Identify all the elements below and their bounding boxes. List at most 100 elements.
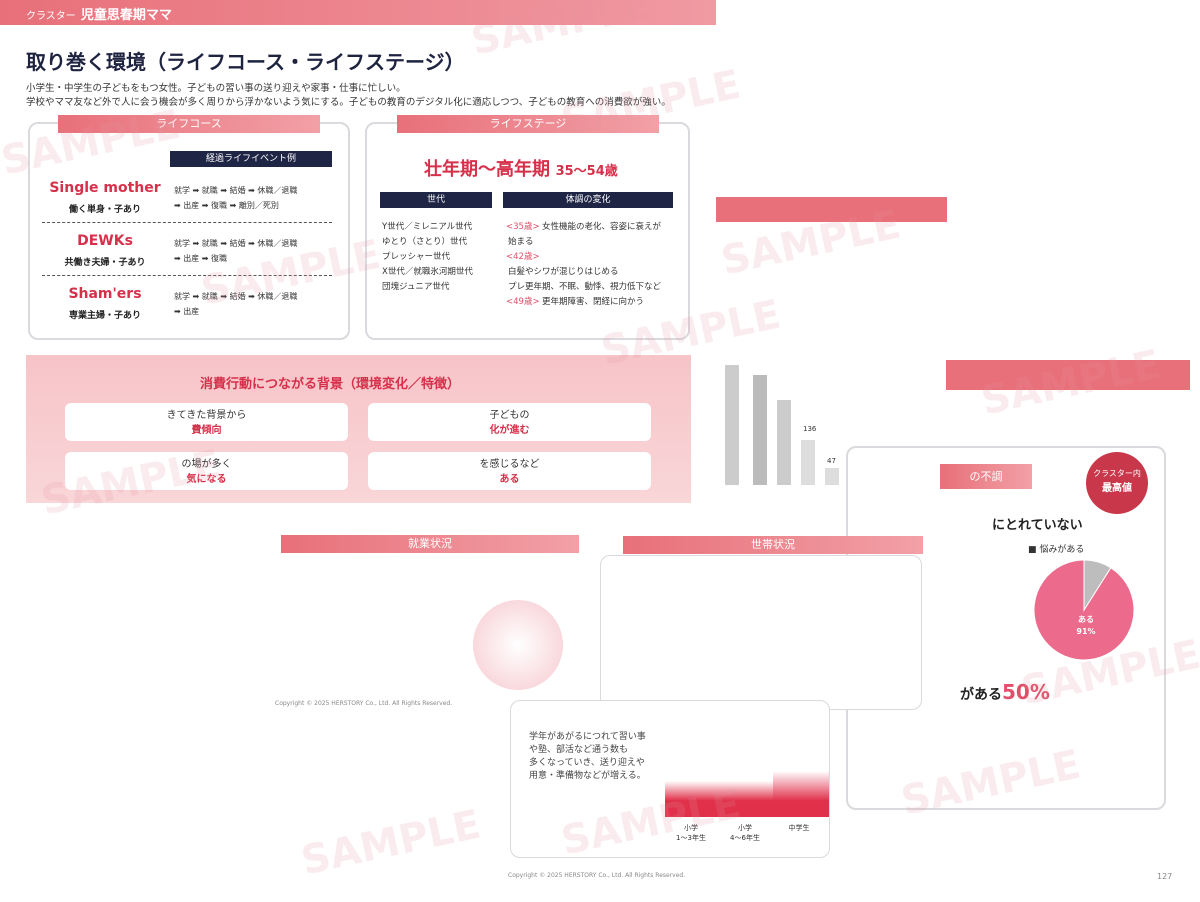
row-sub: 専業主婦・子あり xyxy=(68,311,141,321)
description: 小学生・中学生の子どもをもつ女性。子どもの習い事の送り迎えや家事・仕事に忙しい。 xyxy=(26,83,406,94)
grade-text: 学年があがるにつれて習い事 や塾、部活など通う数も多くなっていき、送り迎えや 用意・… xyxy=(529,731,646,783)
grade-line: 多くなっていき、送り迎えや xyxy=(529,758,645,768)
box-line: 子どもの xyxy=(489,410,530,421)
pie-slice xyxy=(1083,559,1112,612)
row-event: ➡ 出産 xyxy=(174,307,200,316)
box-line: 費傾向 xyxy=(191,425,222,436)
box-line: 化が進む xyxy=(489,425,530,436)
pie-label: 91% xyxy=(1076,627,1095,636)
generation-header: 世代 xyxy=(380,192,492,208)
change-text: 更年期障害、閉経に向かう xyxy=(542,297,645,307)
bar-label: 47 xyxy=(827,457,836,465)
change-age: <49歳> xyxy=(506,297,540,307)
row-name: DEWKs xyxy=(77,233,133,249)
stage: 壮年期～高年期 35～54歳 xyxy=(424,155,618,181)
slide-back-1: 136 47 7 xyxy=(715,195,947,495)
grade-label: 中学生 xyxy=(788,824,810,832)
grade-label: 小学 4～6年生 xyxy=(730,824,760,842)
background-box: の場が多く 気になる xyxy=(65,452,348,490)
header-bar: クラスター 児童思春期ママ xyxy=(0,0,716,25)
change-text: 女性機能の老化、容姿に衰えが xyxy=(542,222,662,232)
bar xyxy=(777,400,791,485)
row-event: 就学 ➡ 就職 ➡ 結婚 ➡ 休職／退職 xyxy=(174,186,298,195)
boxes: きてきた背景から 費傾向 子どもの 化が進む の場が多く 気になる を感じるなど ある xyxy=(0,0,700,500)
grade-line: 用意・準備物などが増える。 xyxy=(529,771,646,781)
generation: プレッシャー世代 xyxy=(382,252,451,262)
tag: 世帯状況 xyxy=(623,536,923,554)
pie-label: ある xyxy=(1078,615,1094,624)
change-header: 体調の変化 xyxy=(503,192,673,208)
generation: X世代／就職氷河期世代 xyxy=(382,267,473,277)
change-text: 白髪やシワが混じりはじめる xyxy=(508,267,619,277)
change-text: 始まる xyxy=(508,237,534,247)
title: 取り巻く環境（ライフコース・ライフステージ） xyxy=(26,50,465,74)
background-box: きてきた背景から 費傾向 xyxy=(65,403,348,441)
heading: にとれていない xyxy=(992,518,1083,533)
row-event: 就学 ➡ 就職 ➡ 結婚 ➡ 休職／退職 xyxy=(174,292,298,301)
circle xyxy=(473,600,563,690)
box-line: きてきた背景から xyxy=(166,410,247,421)
separator xyxy=(42,222,332,223)
badge-line: クラスター内 xyxy=(1093,469,1141,478)
header-title: 児童思春期ママ xyxy=(80,8,172,23)
stage-name: 壮年期～高年期 xyxy=(424,159,550,180)
box-line: 気になる xyxy=(186,474,227,485)
box-line: ある xyxy=(499,474,520,485)
tag: 就業状況 xyxy=(281,535,579,553)
row-event: ➡ 出産 ➡ 復職 xyxy=(174,254,228,263)
box-line: の場が多く xyxy=(181,459,232,470)
watermark: SAMPLE xyxy=(297,801,485,885)
row-event: ➡ 出産 ➡ 復職 ➡ 離別／死別 xyxy=(174,201,279,210)
main-slide: クラスター 児童思春期ママ 取り巻く環境（ライフコース・ライフステージ） 小学生… xyxy=(0,0,716,505)
box-line: を感じるなど xyxy=(479,459,540,470)
legend: ■ 悩みがある xyxy=(1028,545,1085,555)
row-sub: 働く単身・子あり xyxy=(68,205,141,215)
header-label: クラスター xyxy=(26,11,76,22)
stat: がある50% xyxy=(960,680,1050,704)
background-box: を感じるなど ある xyxy=(368,452,651,490)
bar xyxy=(725,365,739,485)
life-stage-card xyxy=(365,122,690,340)
background-box: 子どもの 化が進む xyxy=(368,403,651,441)
bar-label: 136 xyxy=(803,425,817,433)
bar xyxy=(665,781,721,817)
description: 学校やママ友など外で人に会う機会が多く周りから浮かないよう気にする。子どもの教育… xyxy=(26,97,671,108)
header-bar xyxy=(715,197,947,222)
row-event: 就学 ➡ 就職 ➡ 結婚 ➡ 休職／退職 xyxy=(174,239,298,248)
bar xyxy=(773,771,829,817)
stage-age: 35～54歳 xyxy=(555,164,618,179)
change-age: <35歳> xyxy=(506,222,540,232)
change-text: プレ更年期、不眠、動悸、視力低下など xyxy=(508,282,662,292)
row-name: Sham'ers xyxy=(68,286,142,302)
household-card: 世帯状況 xyxy=(600,536,923,710)
tag: の不調 xyxy=(940,464,1032,489)
stat-text: がある xyxy=(960,687,1002,703)
copyright: Copyright © 2025 HERSTORY Co., Ltd. All … xyxy=(508,872,686,879)
grade-line: 学年があがるにつれて習い事 xyxy=(529,732,646,742)
bar xyxy=(801,440,815,485)
legend-text: 悩みがある xyxy=(1039,545,1085,555)
background-title: 消費行動につながる背景（環境変化／特徴） xyxy=(200,377,461,392)
grades: 小学 1～3年生 小学 4～6年生 中学生 xyxy=(661,823,831,853)
grade-line: や塾、部活など通う数も xyxy=(529,745,629,755)
tag: ライフステージ xyxy=(397,115,659,133)
badge: クラスター内 最高値 xyxy=(1086,452,1148,514)
copyright: Copyright © 2025 HERSTORY Co., Ltd. All … xyxy=(275,700,453,707)
condition-card: の不調 クラスター内 最高値 にとれていない ■ 悩みがある ある 91% がある… xyxy=(846,446,1166,810)
generation: Y世代／ミレニアル世代 xyxy=(382,222,473,232)
bar xyxy=(719,781,775,817)
stage-lists: Y世代／ミレニアル世代 ゆとり（さとり）世代 プレッシャー世代 X世代／就職氷河期世代… xyxy=(0,0,700,340)
stat-value: 50% xyxy=(1002,680,1050,704)
row-sub: 共働き夫婦・子あり xyxy=(64,258,146,268)
slide-back-2 xyxy=(946,360,1190,390)
tag: ライフコース xyxy=(58,115,320,133)
grade-card: 学年があがるにつれて習い事 や塾、部活など通う数も多くなっていき、送り迎えや 用意・… xyxy=(510,700,830,858)
change-age: <42歳> xyxy=(506,252,540,262)
bar xyxy=(825,468,839,485)
rows: Single mother 働く単身・子あり 就学 ➡ 就職 ➡ 結婚 ➡ 休職／退… xyxy=(0,0,360,340)
pie: ある 91% xyxy=(1033,559,1135,661)
row-name: Single mother xyxy=(49,180,161,196)
badge-line: 最高値 xyxy=(1102,483,1132,494)
generation: ゆとり（さとり）世代 xyxy=(382,237,468,247)
